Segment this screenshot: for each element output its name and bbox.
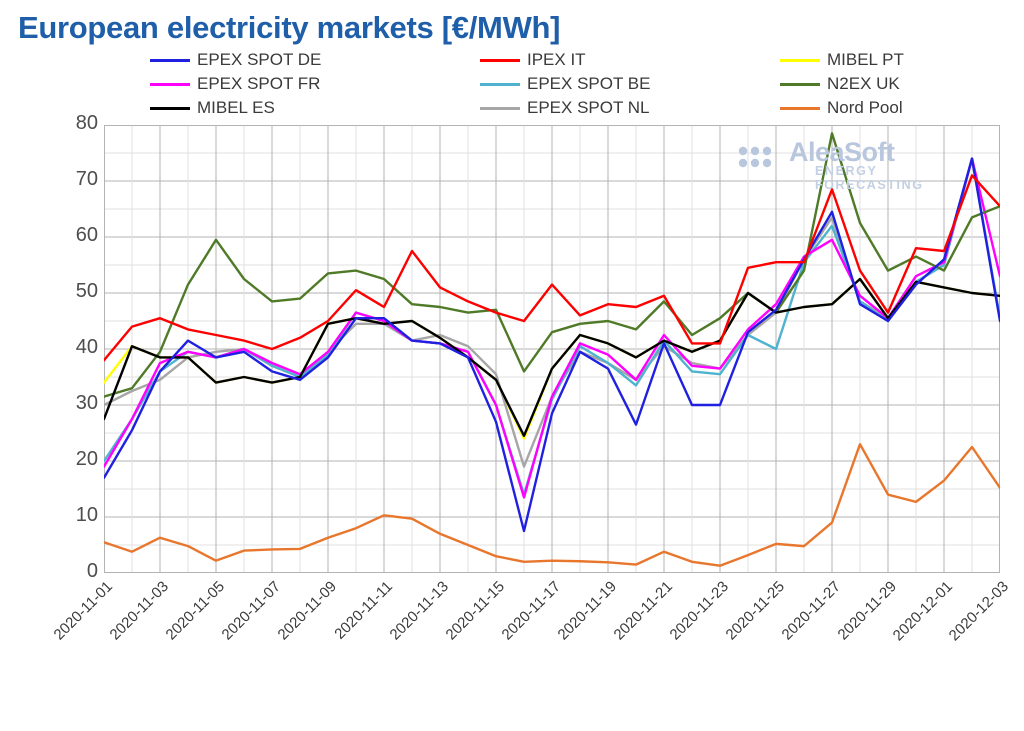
page-title: European electricity markets [€/MWh] bbox=[18, 10, 561, 45]
legend-color-swatch bbox=[480, 58, 520, 62]
legend-label: EPEX SPOT BE bbox=[527, 74, 651, 93]
legend-item-epex-spot-be[interactable]: EPEX SPOT BE bbox=[480, 72, 780, 96]
legend-color-swatch bbox=[780, 106, 820, 110]
legend-item-mibel-es[interactable]: MIBEL ES bbox=[150, 96, 480, 120]
plot-area bbox=[104, 125, 1000, 573]
y-axis-tick-40: 40 bbox=[75, 336, 98, 358]
legend-label: IPEX IT bbox=[527, 50, 586, 69]
legend-label: MIBEL ES bbox=[197, 98, 275, 117]
y-axis-tick-0: 0 bbox=[86, 560, 98, 582]
series-line-n2ex-uk bbox=[104, 132, 1000, 398]
legend-label: EPEX SPOT DE bbox=[197, 50, 322, 69]
legend-color-swatch bbox=[480, 106, 520, 110]
legend-item-mibel-pt[interactable]: MIBEL PT bbox=[780, 48, 1010, 72]
y-axis-tick-50: 50 bbox=[75, 280, 98, 302]
legend-label: N2EX UK bbox=[827, 74, 900, 93]
legend-color-swatch bbox=[150, 82, 190, 86]
legend-color-swatch bbox=[480, 82, 520, 86]
legend-color-swatch bbox=[780, 82, 820, 86]
y-axis-tick-30: 30 bbox=[75, 392, 98, 414]
series-line-nord-pool bbox=[104, 443, 1000, 567]
legend-label: EPEX SPOT NL bbox=[527, 98, 650, 117]
chart-legend: EPEX SPOT DE EPEX SPOT FR MIBEL ES IPEX IT E… bbox=[150, 48, 1010, 120]
legend-item-n2ex-uk[interactable]: N2EX UK bbox=[780, 72, 1010, 96]
chart-container: European electricity markets [€/MWh] EPE… bbox=[18, 0, 1012, 710]
series-line-ipex-it bbox=[104, 174, 1000, 362]
legend-item-epex-spot-de[interactable]: EPEX SPOT DE bbox=[150, 48, 480, 72]
y-axis-tick-70: 70 bbox=[75, 168, 98, 190]
legend-color-swatch bbox=[150, 106, 190, 110]
grid-lines bbox=[104, 125, 1000, 573]
y-axis-tick-80: 80 bbox=[75, 112, 98, 134]
legend-label: EPEX SPOT FR bbox=[197, 74, 321, 93]
series-line-mibel-es bbox=[104, 277, 1000, 437]
y-axis-tick-20: 20 bbox=[75, 448, 98, 470]
y-axis-tick-10: 10 bbox=[75, 504, 98, 526]
line-chart-svg bbox=[104, 125, 1000, 573]
legend-item-nord-pool[interactable]: Nord Pool bbox=[780, 96, 1010, 120]
y-axis-tick-60: 60 bbox=[75, 224, 98, 246]
legend-color-swatch bbox=[780, 58, 820, 62]
legend-color-swatch bbox=[150, 58, 190, 62]
series-line-epex-spot-de bbox=[104, 157, 1000, 533]
legend-item-epex-spot-fr[interactable]: EPEX SPOT FR bbox=[150, 72, 480, 96]
legend-item-epex-spot-nl[interactable]: EPEX SPOT NL bbox=[480, 96, 780, 120]
legend-item-ipex-it[interactable]: IPEX IT bbox=[480, 48, 780, 72]
x-axis-tick-labels: 2020-11-01 2020-11-03 2020-11-05 2020-11-07… bbox=[51, 578, 1012, 644]
legend-label: MIBEL PT bbox=[827, 50, 904, 69]
y-axis-tick-labels: 80 70 60 50 40 30 20 10 0 bbox=[42, 0, 98, 710]
legend-label: Nord Pool bbox=[827, 98, 903, 117]
